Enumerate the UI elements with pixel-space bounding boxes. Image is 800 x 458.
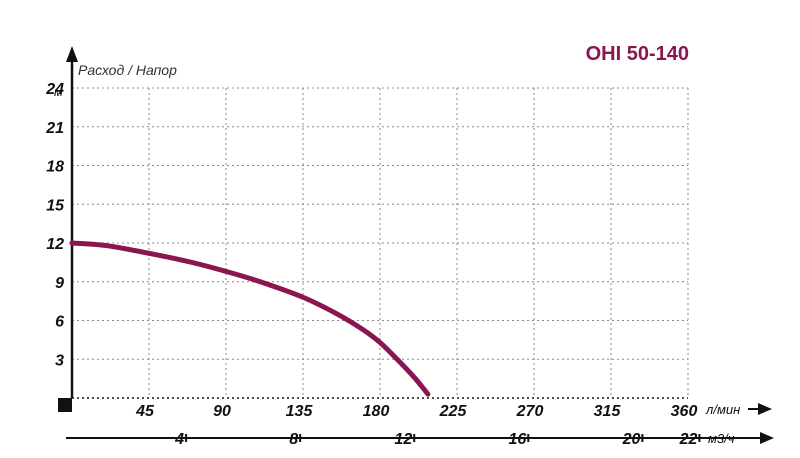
tick-labels: 3 6 9 12 15 18 21 24 45 90 135 180 225 270 315 360 4 8 12 1…: [45, 81, 697, 448]
x2-tick-label: 12: [394, 431, 412, 448]
x-axis-arrow-icon: [758, 403, 772, 415]
y-tick-label: 18: [46, 159, 64, 176]
x-tick-label: 90: [213, 403, 231, 420]
x2-tick-mark: [698, 434, 701, 442]
x-tick-label: 180: [363, 403, 390, 420]
chart-title: OHI 50-140: [586, 43, 689, 65]
x-tick-label: 45: [135, 403, 155, 420]
x2-tick-label: 22: [679, 431, 698, 448]
y-tick-label: 9: [55, 275, 64, 292]
x2-tick-mark: [641, 434, 644, 442]
chart-axes: [66, 46, 774, 444]
x-tick-label: 225: [439, 403, 468, 420]
x2-tick-label: 4: [174, 431, 184, 448]
y-axis-arrow-icon: [66, 46, 78, 62]
series-layer: [69, 240, 431, 397]
x2-tick-mark: [413, 434, 416, 442]
x2-tick-label: 8: [289, 431, 298, 448]
x2-tick-mark: [299, 434, 302, 442]
y-tick-label: 12: [46, 236, 64, 253]
x-tick-label: 135: [286, 403, 314, 420]
x2-tick-mark: [185, 434, 188, 442]
x2-tick-label: 16: [508, 431, 526, 448]
y-tick-label: 15: [46, 197, 65, 214]
x-tick-label: 315: [594, 403, 622, 420]
y-axis-unit: м: [54, 84, 63, 99]
x2-tick-label: 20: [622, 431, 641, 448]
grid-lines: [72, 87, 689, 398]
y-axis-title: Расход / Напор: [78, 62, 177, 78]
y-tick-label: 6: [55, 314, 64, 331]
x2-tick-mark: [527, 434, 530, 442]
x-tick-label: 270: [516, 403, 544, 420]
x2-axis-unit: м3/ч: [708, 431, 735, 446]
pump-head-curve: [69, 240, 431, 397]
x-tick-label: 360: [671, 403, 698, 420]
x2-axis-arrow-icon: [760, 432, 774, 444]
x-axis-unit: л/мин: [705, 402, 740, 417]
y-tick-label: 21: [45, 120, 64, 137]
y-tick-label: 3: [55, 352, 64, 369]
origin-square-icon: [58, 398, 72, 412]
y-tick-label: 24: [45, 81, 64, 98]
